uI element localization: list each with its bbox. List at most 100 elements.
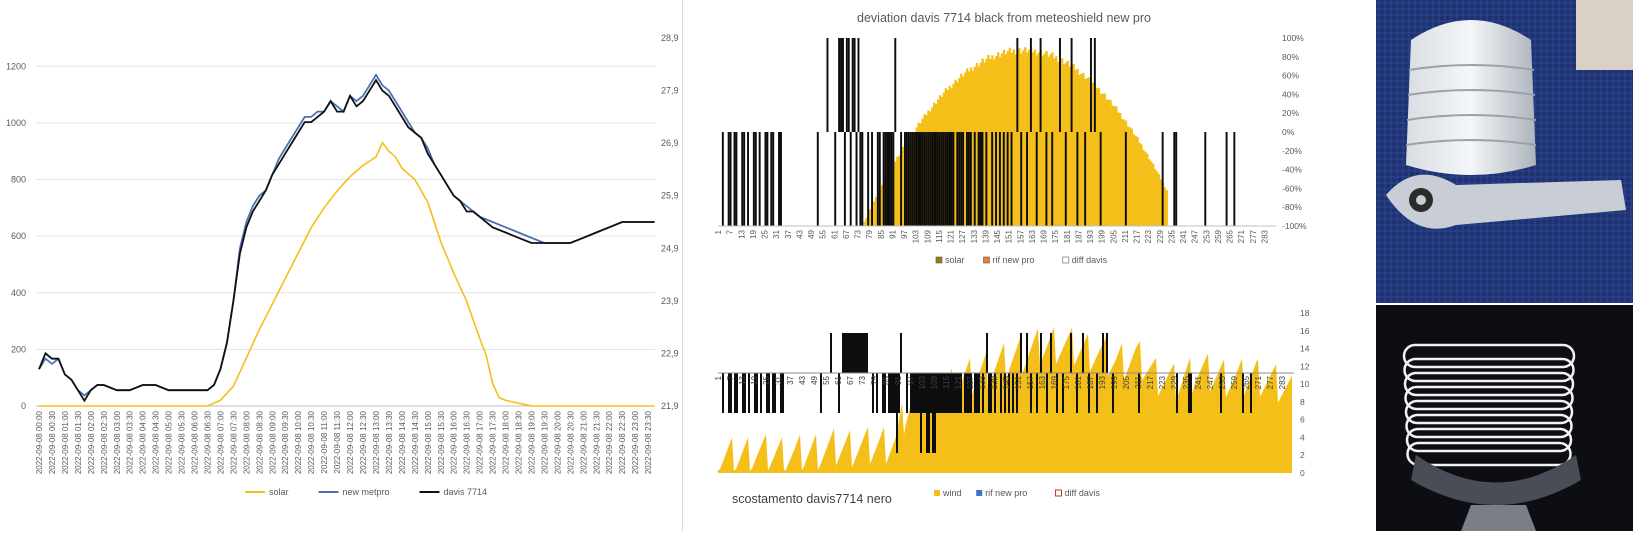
- diff-bar: [844, 333, 846, 373]
- solar-bar: [865, 217, 868, 226]
- x-tick-label: 139: [990, 375, 999, 389]
- solar-bar: [902, 146, 905, 226]
- diff-bar: [766, 373, 768, 413]
- solar-bar: [1095, 88, 1099, 226]
- solar-bar: [1024, 47, 1027, 227]
- diff-bar: [904, 132, 906, 226]
- solar-bar: [1132, 134, 1135, 226]
- diff-bar: [864, 333, 866, 373]
- diff-bar: [967, 132, 970, 226]
- deviation-wind-chart-panel: -0,25-0,2-0,15-0,1-0,0500,050,10,1502468…: [694, 288, 1376, 531]
- x-tick-label: 2022-09-08 00:00: [35, 410, 44, 474]
- x-tick-label: 109: [923, 229, 932, 243]
- solar-bar: [1165, 190, 1168, 226]
- x-tick-label: 199: [1098, 229, 1107, 243]
- davis-shield-plates: [1402, 343, 1576, 467]
- x-tick-label: 283: [1260, 229, 1269, 243]
- solar-bar: [1043, 53, 1046, 227]
- x-tick-label: 2022-09-08 08:30: [255, 410, 264, 474]
- y2-tick-label: -40%: [1282, 165, 1302, 175]
- temperature-solar-chart: 0 200 400 600 800 1000 1200 21,9 22,9 23,9 24,9 25,…: [6, 33, 679, 497]
- diff-bar: [964, 373, 966, 413]
- diff-bar: [921, 132, 924, 226]
- legend-swatch: [1062, 256, 1070, 264]
- diff-bar: [733, 132, 736, 226]
- deviation-solar-chart-panel: deviation davis 7714 black from meteoshi…: [694, 0, 1376, 289]
- diff-bar: [850, 333, 852, 373]
- y2-tick-label: 10: [1300, 379, 1310, 389]
- legend-entry: rif new pro: [993, 255, 1035, 265]
- diff-bar: [986, 333, 988, 373]
- x-tick-label: 211: [1121, 229, 1130, 242]
- diff-bar: [1076, 373, 1078, 413]
- x-tick-label: 2022-09-08 19:30: [540, 410, 549, 474]
- x-tick-label: 2022-09-08 16:30: [463, 410, 472, 474]
- diff-bar: [834, 132, 837, 226]
- x-tick-label: 241: [1194, 375, 1203, 389]
- solar-bar: [1060, 58, 1064, 226]
- diff-bar: [888, 373, 890, 413]
- solar-bar: [1039, 50, 1042, 226]
- diff-bar: [884, 132, 887, 226]
- x-tick-label: 19: [750, 375, 759, 384]
- diff-bar: [1176, 373, 1178, 413]
- x-tick-label: 61: [830, 229, 839, 238]
- x-tick-label: 121: [947, 229, 956, 243]
- meteoshield-shield-illustration: [1376, 0, 1633, 303]
- solar-bar: [1041, 55, 1044, 227]
- solar-bar: [1119, 113, 1122, 226]
- diff-bar: [960, 132, 963, 226]
- shield-plate-ring: [1403, 371, 1575, 397]
- diff-bar: [952, 373, 954, 413]
- y2-tick-label: 40%: [1282, 89, 1299, 99]
- diff-bar: [857, 38, 860, 132]
- davis-shield-photo: [1376, 305, 1633, 531]
- legend-entry: new metpro: [343, 487, 390, 497]
- solar-bar: [1103, 93, 1106, 226]
- solar-bar: [1055, 56, 1058, 226]
- legend-swatch: [935, 256, 943, 264]
- x-tick-label: 259: [1230, 375, 1239, 389]
- diff-bar: [914, 373, 916, 413]
- solar-bar: [989, 59, 992, 227]
- diff-bar: [1250, 373, 1252, 413]
- diff-bar: [851, 38, 854, 132]
- diff-bar: [954, 373, 956, 413]
- x-tick-label: 241: [1179, 229, 1188, 243]
- diff-bar: [946, 132, 949, 226]
- diff-bar: [912, 373, 914, 413]
- y-tick-label: 200: [11, 344, 26, 354]
- shield-plate-ring: [1402, 343, 1576, 369]
- solar-bar: [997, 52, 1000, 226]
- solar-bar: [1047, 56, 1050, 227]
- diff-bar: [970, 373, 972, 413]
- legend-swatch: [983, 256, 990, 264]
- x-tick-label: 2022-09-08 01:30: [74, 410, 83, 474]
- x-tick-label: 187: [1086, 375, 1095, 389]
- solar-bar: [1008, 47, 1011, 226]
- diff-bar: [982, 373, 984, 413]
- x-tick-label: 2022-09-08 10:00: [294, 410, 303, 474]
- x-tick-label: 205: [1109, 229, 1118, 243]
- diff-bar: [894, 38, 897, 132]
- solar-bar: [1138, 142, 1141, 226]
- x-tick-label: 133: [978, 375, 987, 389]
- diff-bar: [1051, 132, 1054, 226]
- diff-bar: [1059, 38, 1061, 132]
- diff-bar: [974, 373, 976, 413]
- diff-bar: [1030, 373, 1032, 413]
- diff-bar: [976, 373, 978, 413]
- solar-bar: [987, 54, 990, 226]
- solar-bar: [1163, 187, 1166, 226]
- y2-tick-label: -80%: [1282, 202, 1302, 212]
- diff-bar: [896, 373, 898, 453]
- diff-bar: [1026, 333, 1028, 373]
- diff-bar: [871, 132, 873, 226]
- x-tick-label: 55: [819, 229, 828, 238]
- shield-plate-ring: [1404, 399, 1574, 425]
- diff-bar: [915, 132, 918, 226]
- diff-bar: [1016, 38, 1019, 132]
- y2-tick-label: -100%: [1282, 221, 1307, 231]
- solar-bar: [1121, 118, 1124, 226]
- solar-bar: [1091, 82, 1095, 227]
